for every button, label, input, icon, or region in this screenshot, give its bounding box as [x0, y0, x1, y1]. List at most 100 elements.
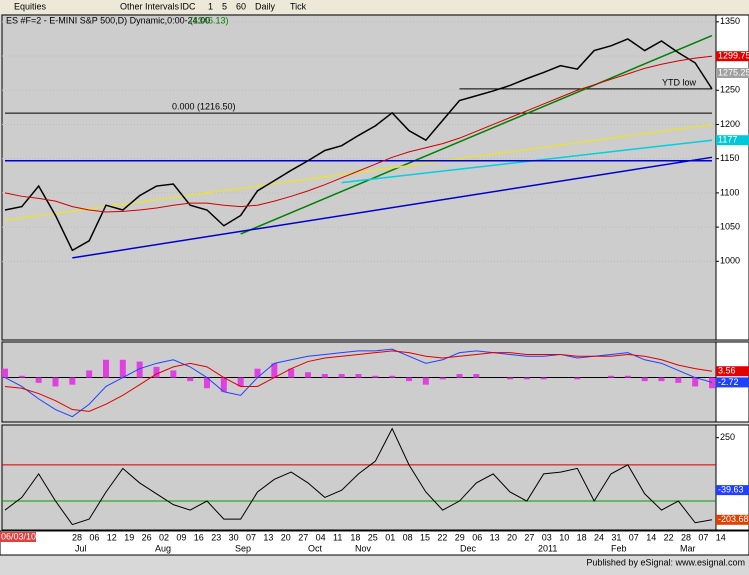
y-tick-label: 1350 [720, 16, 740, 26]
x-tick-label: 24 [594, 532, 604, 542]
histogram-bar [355, 374, 362, 378]
x-tick-label: 07 [629, 532, 639, 542]
x-tick-label: 30 [229, 532, 239, 542]
y-tick-label: 1100 [720, 187, 739, 197]
histogram-bar [86, 370, 93, 378]
histogram-bar [204, 377, 210, 389]
histogram-bar [473, 374, 480, 378]
x-tick-label: 04 [316, 532, 326, 542]
toolbar-button[interactable]: Equities [14, 1, 47, 11]
toolbar-button[interactable]: Tick [290, 1, 307, 11]
value-marker [716, 135, 749, 146]
toolbar-button[interactable]: 1 [208, 1, 213, 11]
value-marker [716, 377, 749, 388]
x-tick-label: 07 [246, 532, 256, 542]
series-line [4, 55, 713, 213]
histogram-bar [237, 377, 244, 387]
time-axis [0, 530, 749, 556]
x-tick-label: 10 [559, 532, 569, 542]
x-tick-label: 01 [385, 532, 395, 542]
x-tick-label: 18 [350, 532, 360, 542]
value-marker-label: -203.68 [718, 514, 749, 524]
x-tick-label: 13 [263, 532, 273, 542]
toolbar-button[interactable]: IDC [180, 1, 196, 11]
x-tick-label: 28 [72, 532, 82, 542]
value-marker [716, 67, 749, 78]
histogram-bar [540, 377, 547, 380]
histogram-bar [338, 374, 345, 378]
x-tick-label: 08 [403, 532, 413, 542]
x-tick-label: 12 [107, 532, 117, 542]
chart-title: ES #F=2 - E-MINI S&P 500,D) Dynamic,0:00… [6, 15, 210, 25]
y-tick-label: 1250 [720, 85, 740, 95]
histogram-bar [254, 368, 261, 378]
x-tick-label: 20 [507, 532, 517, 542]
x-month-label: Aug [155, 543, 171, 553]
histogram-bar [18, 375, 25, 378]
series-line [4, 350, 713, 412]
toolbar-button[interactable]: 60 [236, 1, 246, 11]
toolbar-button[interactable]: Other Intervals [120, 1, 180, 11]
x-tick-label: 14 [716, 532, 726, 542]
x-month-label: Dec [460, 543, 477, 553]
x-tick-label: 22 [437, 532, 447, 542]
histogram-bar [523, 377, 530, 380]
x-month-label: Nov [355, 543, 372, 553]
x-tick-label: 23 [211, 532, 221, 542]
level-label: 0.000 (1216.50) [172, 102, 236, 112]
trend-line [240, 34, 713, 235]
y-tick-label: 1050 [720, 221, 740, 231]
y-tick-label: 1150 [720, 153, 739, 163]
value-marker-label: 1299.75 [718, 51, 749, 61]
x-tick-label: 22 [664, 532, 674, 542]
x-tick-label: 25 [368, 532, 378, 542]
toolbar-button[interactable]: Daily [255, 1, 276, 11]
value-marker [716, 514, 749, 525]
x-tick-label: 13 [490, 532, 500, 542]
panel [1, 424, 717, 531]
price-axis [715, 14, 749, 341]
histogram-bar [456, 374, 463, 378]
x-tick-label: 19 [124, 532, 134, 542]
histogram-bar [675, 377, 682, 383]
x-month-label: Jul [75, 543, 87, 553]
value-marker-label: -39.63 [718, 484, 744, 494]
histogram-bar [439, 377, 446, 380]
toolbar-button[interactable]: 5 [222, 1, 227, 11]
value-marker-label: 3.56 [718, 366, 736, 376]
histogram-bar [69, 377, 76, 385]
histogram-bar [692, 377, 699, 387]
footer: Published by eSignal: www.esignal.com [586, 557, 745, 567]
x-tick-label: 28 [681, 532, 691, 542]
series-line [4, 427, 713, 526]
x-tick-label: 29 [455, 532, 465, 542]
y-tick-label: 1000 [720, 256, 740, 266]
x-tick-label: 27 [298, 532, 308, 542]
y-tick-label: 1200 [720, 119, 740, 129]
value-marker [716, 366, 749, 377]
value-marker-label: 1177 [718, 135, 737, 145]
panel [1, 341, 717, 423]
x-tick-label: 27 [524, 532, 534, 542]
start-date-box [0, 532, 36, 542]
chart-title-value: (1346.13) [190, 15, 229, 25]
histogram-bar [624, 375, 631, 378]
x-month-label: Mar [680, 543, 696, 553]
x-tick-label: 26 [142, 532, 152, 542]
x-tick-label: 31 [611, 532, 621, 542]
x-tick-label: 16 [194, 532, 204, 542]
x-month-label: 2011 [538, 543, 557, 553]
histogram-bar [35, 377, 42, 383]
x-tick-label: 06 [472, 532, 482, 542]
histogram-bar [153, 366, 160, 378]
start-date: 06/03/10 [1, 531, 36, 541]
x-month-label: Oct [308, 543, 323, 553]
histogram-bar [422, 377, 429, 385]
series-line [4, 38, 713, 252]
histogram-bar [389, 375, 396, 378]
histogram-bar [220, 377, 227, 392]
histogram-bar [170, 370, 177, 378]
histogram-bar [288, 368, 295, 378]
